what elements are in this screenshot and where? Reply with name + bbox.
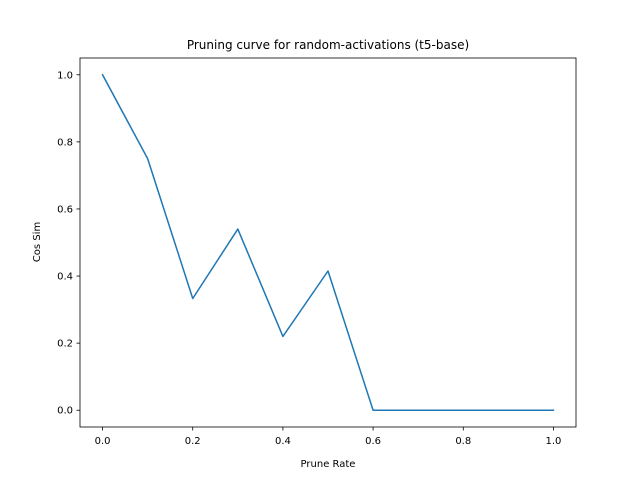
y-axis-label: Cos Sim xyxy=(32,222,43,262)
x-tick-label: 0.2 xyxy=(185,436,201,447)
y-tick-label: 0.8 xyxy=(57,137,73,148)
series-line-0 xyxy=(101,73,555,411)
y-tick-label: 0.2 xyxy=(57,339,73,350)
x-tick-label: 1.0 xyxy=(546,436,562,447)
x-tick-label: 0.0 xyxy=(95,436,111,447)
x-tick-label: 0.4 xyxy=(275,436,291,447)
x-tick-label: 0.8 xyxy=(455,436,471,447)
y-tick-label: 0.0 xyxy=(57,406,73,417)
y-tick-label: 0.6 xyxy=(57,204,73,215)
x-axis-label: Prune Rate xyxy=(301,459,356,470)
y-tick-label: 0.4 xyxy=(57,272,73,283)
axes-frame xyxy=(79,57,577,428)
plot-area: 0.0 0.2 0.4 0.6 0.8 1.0 0.0 0.2 0.4 0.6 0.8 1.0 xyxy=(57,57,577,447)
x-tick-label: 0.6 xyxy=(365,436,381,447)
chart-title: Pruning curve for random-activations (t5… xyxy=(187,38,469,52)
y-tick-label: 1.0 xyxy=(57,70,73,81)
